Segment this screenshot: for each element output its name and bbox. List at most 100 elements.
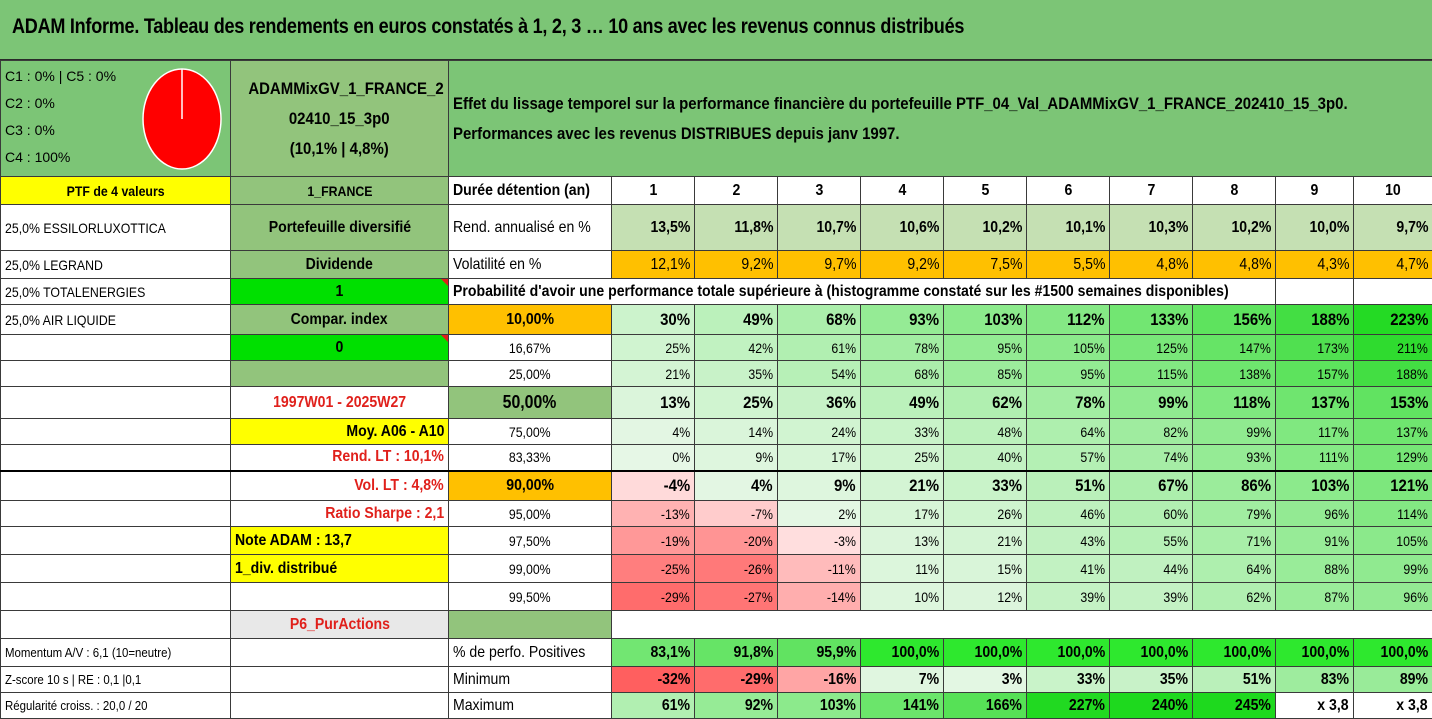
quantile-value: 13%: [861, 527, 944, 555]
quantile-value-text: 51%: [1075, 476, 1105, 496]
max-value-text: 240%: [1152, 697, 1188, 715]
compar-label-text: Compar. index: [291, 311, 388, 329]
min-value-text: 83%: [1321, 671, 1349, 689]
min-value: 83%: [1276, 667, 1354, 693]
year-header: 7: [1110, 177, 1193, 205]
quantile-label: 95,00%: [449, 501, 612, 527]
quantile-value: 74%: [1110, 445, 1193, 471]
quantile-value-text: 67%: [1158, 476, 1188, 496]
vol-value: 4,8%: [1110, 251, 1193, 279]
pos-value: 100,0%: [1276, 639, 1354, 667]
quantile-value: 42%: [695, 335, 778, 361]
quantile-value: 99%: [1354, 555, 1432, 583]
quantile-value: 223%: [1354, 305, 1432, 335]
quantile-value: 21%: [612, 361, 695, 387]
empty-cell: [1, 471, 231, 501]
rend-value-text: 10,6%: [899, 219, 939, 237]
quantile-value-text: -11%: [828, 561, 856, 577]
quantile-value: 46%: [1027, 501, 1110, 527]
quantile-value: -4%: [612, 471, 695, 501]
quantile-value-text: -3%: [834, 533, 856, 549]
description-cell: Effet du lissage temporel sur la perform…: [449, 61, 1432, 177]
quantile-value: 36%: [778, 387, 861, 419]
quantile-value-text: 40%: [997, 449, 1022, 465]
quantile-value: 0%: [612, 445, 695, 471]
table-row: P6_PurActions: [1, 611, 1432, 639]
quantile-value-text: -29%: [661, 589, 690, 605]
table-row: 25,00%21%35%54%68%85%95%115%138%157%188%: [1, 361, 1432, 387]
quantile-value: 188%: [1354, 361, 1432, 387]
year-header-text: 3: [815, 182, 823, 200]
quantile-label: 99,00%: [449, 555, 612, 583]
quantile-value: 49%: [695, 305, 778, 335]
quantile-label: 50,00%: [449, 387, 612, 419]
quantile-value-text: 68%: [826, 310, 856, 330]
sharpe-ratio: Ratio Sharpe : 2,1: [231, 501, 449, 527]
portfolio-type-text: Portefeuille diversifié: [268, 219, 410, 237]
year-header-text: 4: [898, 182, 906, 200]
quantile-value: 133%: [1110, 305, 1193, 335]
quantile-value: 147%: [1193, 335, 1276, 361]
vol-label: Volatilité en %: [449, 251, 612, 279]
quantile-label-text: 90,00%: [506, 477, 554, 495]
quantile-value-text: 85%: [997, 366, 1022, 382]
quantile-value-text: 103%: [1311, 476, 1349, 496]
quantile-value-text: 211%: [1397, 340, 1428, 356]
quantile-value: 4%: [612, 419, 695, 445]
quantile-value-text: 11%: [915, 561, 939, 577]
duration-label: Durée détention (an): [449, 177, 612, 205]
quantile-value-text: 15%: [997, 561, 1022, 577]
quantile-value-text: 13%: [660, 393, 690, 413]
vol-label-text: Volatilité en %: [453, 256, 541, 274]
empty-cell: [1, 583, 231, 611]
empty-green: [449, 611, 612, 639]
quantile-value: 25%: [612, 335, 695, 361]
quantile-value-text: 99%: [1158, 393, 1188, 413]
region-label-text: 1_FRANCE: [307, 183, 372, 199]
quantile-value: 39%: [1110, 583, 1193, 611]
vol-value-text: 4,8%: [1239, 256, 1271, 274]
quantile-value: 60%: [1110, 501, 1193, 527]
quantile-value-text: 9%: [834, 476, 856, 496]
rend-value-text: 10,7%: [816, 219, 856, 237]
quantile-value-text: 99%: [1246, 424, 1271, 440]
quantile-value-text: -14%: [827, 589, 856, 605]
quantile-value: 48%: [944, 419, 1027, 445]
quantile-value-text: 105%: [1397, 533, 1429, 549]
quantile-value-text: 2%: [838, 506, 856, 522]
regularite-text: Régularité croiss. : 20,0 / 20: [5, 698, 147, 713]
empty-cell: [1, 527, 231, 555]
quantile-value: 35%: [695, 361, 778, 387]
quantile-value-text: 103%: [984, 310, 1022, 330]
quantile-value: 62%: [1193, 583, 1276, 611]
quantile-label-text: 95,00%: [509, 506, 551, 522]
holding: 25,0% ESSILORLUXOTTICA: [1, 205, 231, 251]
portfolio-type: Portefeuille diversifié: [231, 205, 449, 251]
empty-cell: [1, 419, 231, 445]
quantile-value: -26%: [695, 555, 778, 583]
pos-value-text: 100,0%: [1380, 644, 1428, 662]
quantile-value: 86%: [1193, 471, 1276, 501]
note-adam: Note ADAM : 13,7: [231, 527, 449, 555]
quantile-value-text: 41%: [1080, 561, 1105, 577]
quantile-value: 99%: [1193, 419, 1276, 445]
quantile-value-text: 188%: [1311, 310, 1349, 330]
year-header: 8: [1193, 177, 1276, 205]
empty-cell: [612, 611, 1432, 639]
quantile-label-text: 16,67%: [509, 340, 551, 356]
quantile-value-text: 137%: [1311, 393, 1349, 413]
rend-label: Rend. annualisé en %: [449, 205, 612, 251]
quantile-value: 115%: [1110, 361, 1193, 387]
year-header: 1: [612, 177, 695, 205]
rend-value: 10,2%: [1193, 205, 1276, 251]
year-header: 6: [1027, 177, 1110, 205]
dividend-label: Dividende: [231, 251, 449, 279]
dividend-value: 1: [231, 279, 449, 305]
quantile-value-text: 173%: [1317, 340, 1349, 356]
pos-value: 100,0%: [1110, 639, 1193, 667]
pos-value: 100,0%: [1193, 639, 1276, 667]
pos-value-text: 100,0%: [891, 644, 939, 662]
fund-name-line: 02410_15_3p0: [289, 104, 390, 134]
quantile-value-text: 111%: [1319, 449, 1349, 465]
